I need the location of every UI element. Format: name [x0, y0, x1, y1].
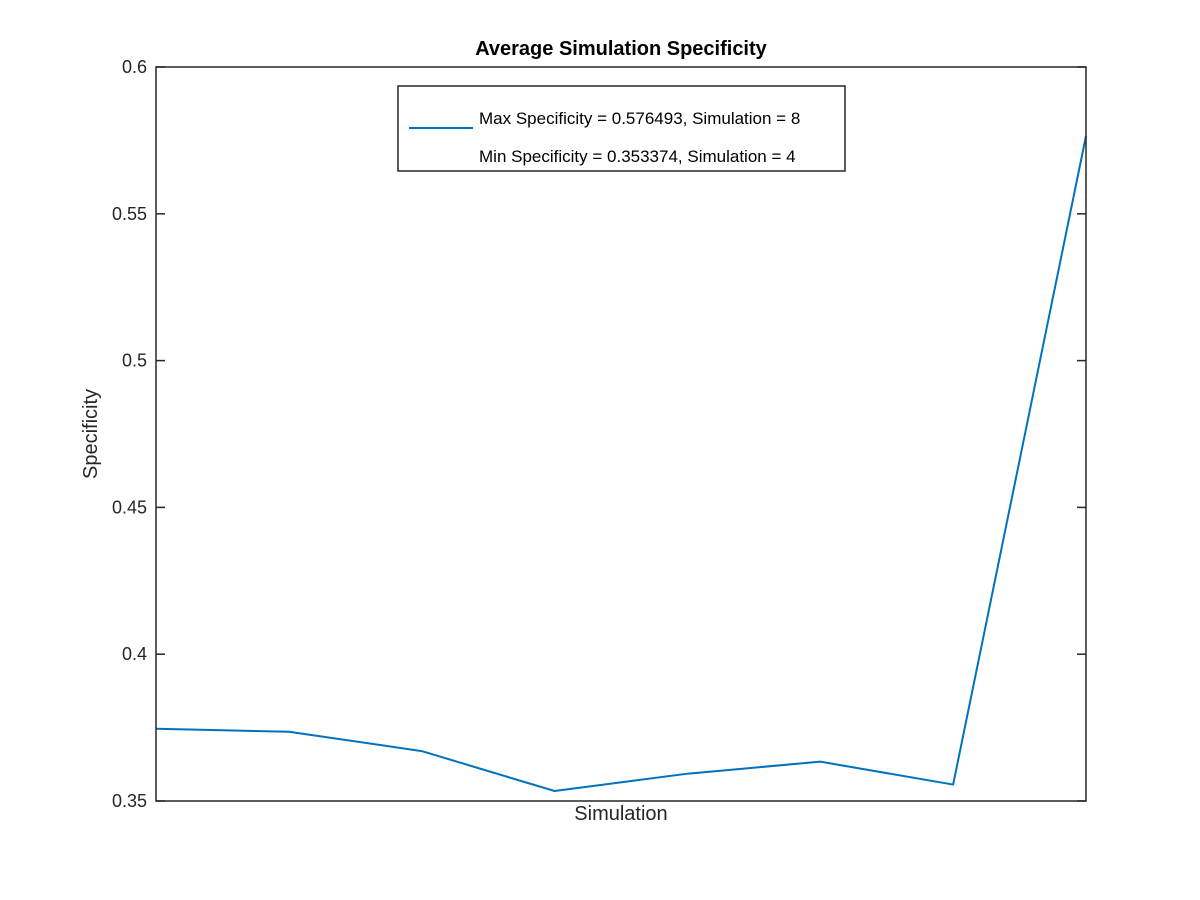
- y-tick-label: 0.45: [112, 497, 147, 517]
- x-axis-label: Simulation: [574, 803, 667, 825]
- series-line-1: [155, 135, 1087, 793]
- y-tick-label: 0.4: [122, 644, 147, 664]
- y-tick-label: 0.35: [112, 791, 147, 811]
- legend-entry-min: Min Specificity = 0.353374, Simulation =…: [479, 147, 796, 166]
- legend: Max Specificity = 0.576493, Simulation =…: [397, 85, 846, 172]
- y-tick-label: 0.55: [112, 204, 147, 224]
- plot-area: [156, 67, 1086, 801]
- legend-box: [397, 85, 846, 172]
- y-tick-label: 0.6: [122, 57, 147, 77]
- plot-frame: [155, 66, 1087, 802]
- legend-entry-max: Max Specificity = 0.576493, Simulation =…: [479, 109, 800, 128]
- chart-title: Average Simulation Specificity: [475, 38, 767, 60]
- series-layer: [155, 135, 1087, 793]
- y-axis-label: Specificity: [80, 389, 102, 479]
- y-tick-label: 0.5: [122, 351, 147, 371]
